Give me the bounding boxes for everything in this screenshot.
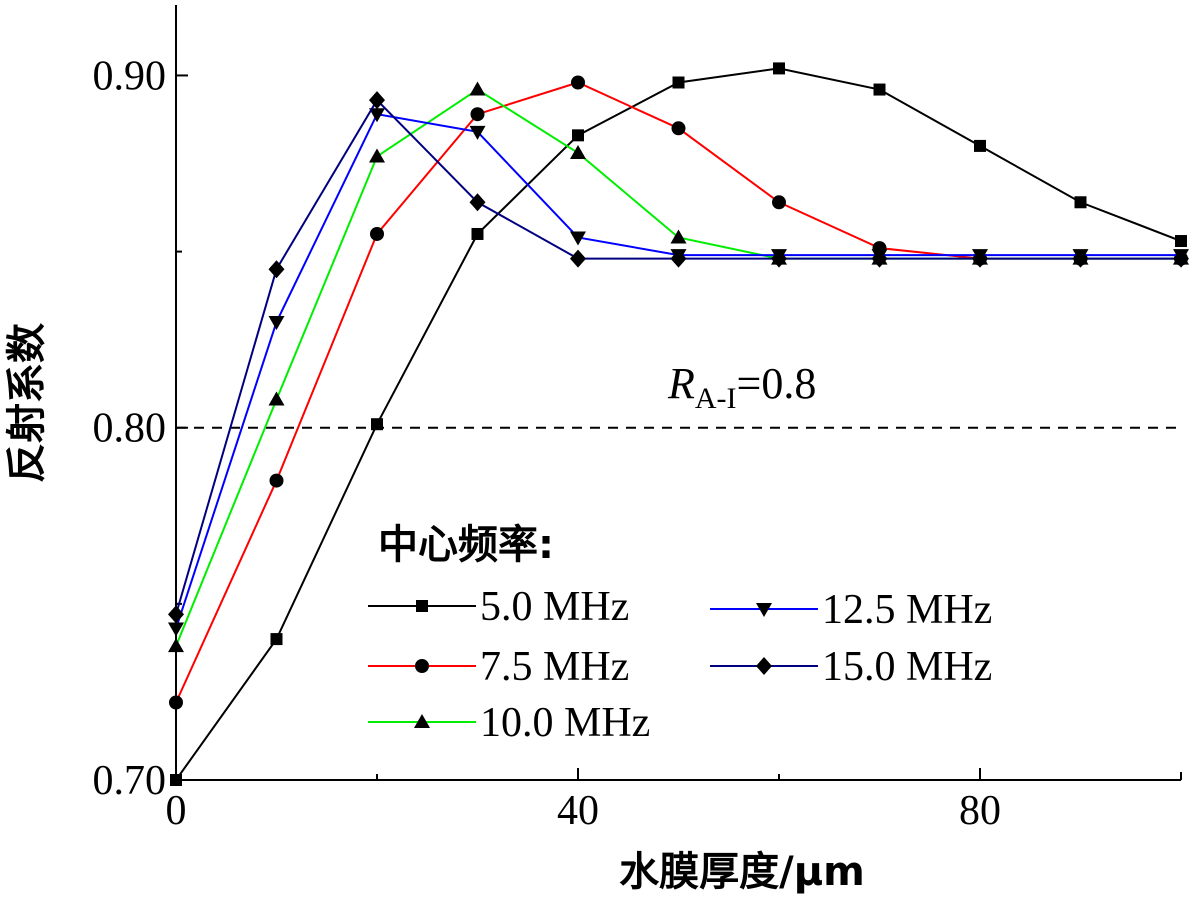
data-point [570,231,586,246]
data-point [571,75,585,90]
data-point [270,633,283,646]
data-point [170,774,182,786]
series-line [175,67,1182,781]
legend-swatch-marker [756,603,772,617]
data-point [773,62,785,75]
legend-entry: 12.5 MHz [822,587,992,633]
data-point [1072,249,1089,268]
data-point [670,249,687,268]
legend-swatch-marker [416,600,428,612]
series-layer [168,62,1189,786]
data-point [168,605,184,624]
data-point [572,129,584,142]
data-point [871,249,888,268]
data-point [1173,249,1189,268]
y-tick-label: 0.70 [93,758,167,804]
y-axis-title: 反射系数 [4,323,50,483]
legend-swatch-marker [415,659,429,673]
legend-entry: 5.0 MHz [480,584,629,630]
axes: 0.70 0.80 0.90 0 40 80 [93,5,1182,834]
data-point [268,260,285,279]
data-point [369,148,385,163]
x-tick-label: 40 [557,788,599,834]
legend-entry: 7.5 MHz [480,644,629,690]
data-point [1074,196,1087,209]
y-tick-label: 0.80 [93,406,167,452]
x-tick-label: 80 [959,788,1001,834]
data-point [570,144,586,159]
data-point [370,226,384,241]
data-point [371,418,383,431]
x-axis-title: 水膜厚度/μm [619,849,865,895]
data-point [269,473,284,488]
y-tick-label: 0.90 [93,53,167,99]
x-tick-label: 0 [166,788,187,834]
data-point [470,107,485,122]
data-point [972,249,988,268]
legend-title: 中心频率: [378,522,554,568]
data-point [671,121,686,136]
data-point [974,139,986,152]
data-point [369,108,385,123]
data-point [268,391,285,406]
data-point [471,227,484,240]
data-point [1175,235,1187,248]
data-point [873,83,886,96]
data-point [771,249,787,268]
data-point [369,91,385,110]
data-point [168,638,184,653]
legend-entry: 10.0 MHz [480,700,650,746]
data-point [469,81,486,96]
legend-entry: 15.0 MHz [822,644,992,690]
data-point [268,316,285,331]
legend-swatch-marker [414,714,430,728]
data-point [672,76,685,89]
data-point [772,195,786,210]
reference-line-group: RA-I=0.8 [176,359,1181,429]
legend: 中心频率: 5.0 MHz 7.5 MHz 10.0 MHz 12.5 MHz 15.0 … [368,522,992,746]
data-point [169,695,183,710]
legend-swatch-marker [756,657,772,675]
data-point [469,125,486,140]
series-0 [170,62,1187,786]
series-4 [168,91,1189,624]
data-point [168,622,184,637]
data-point [570,249,586,268]
data-point [469,193,486,212]
reference-annotation: RA-I=0.8 [667,359,816,415]
data-point [670,229,687,244]
